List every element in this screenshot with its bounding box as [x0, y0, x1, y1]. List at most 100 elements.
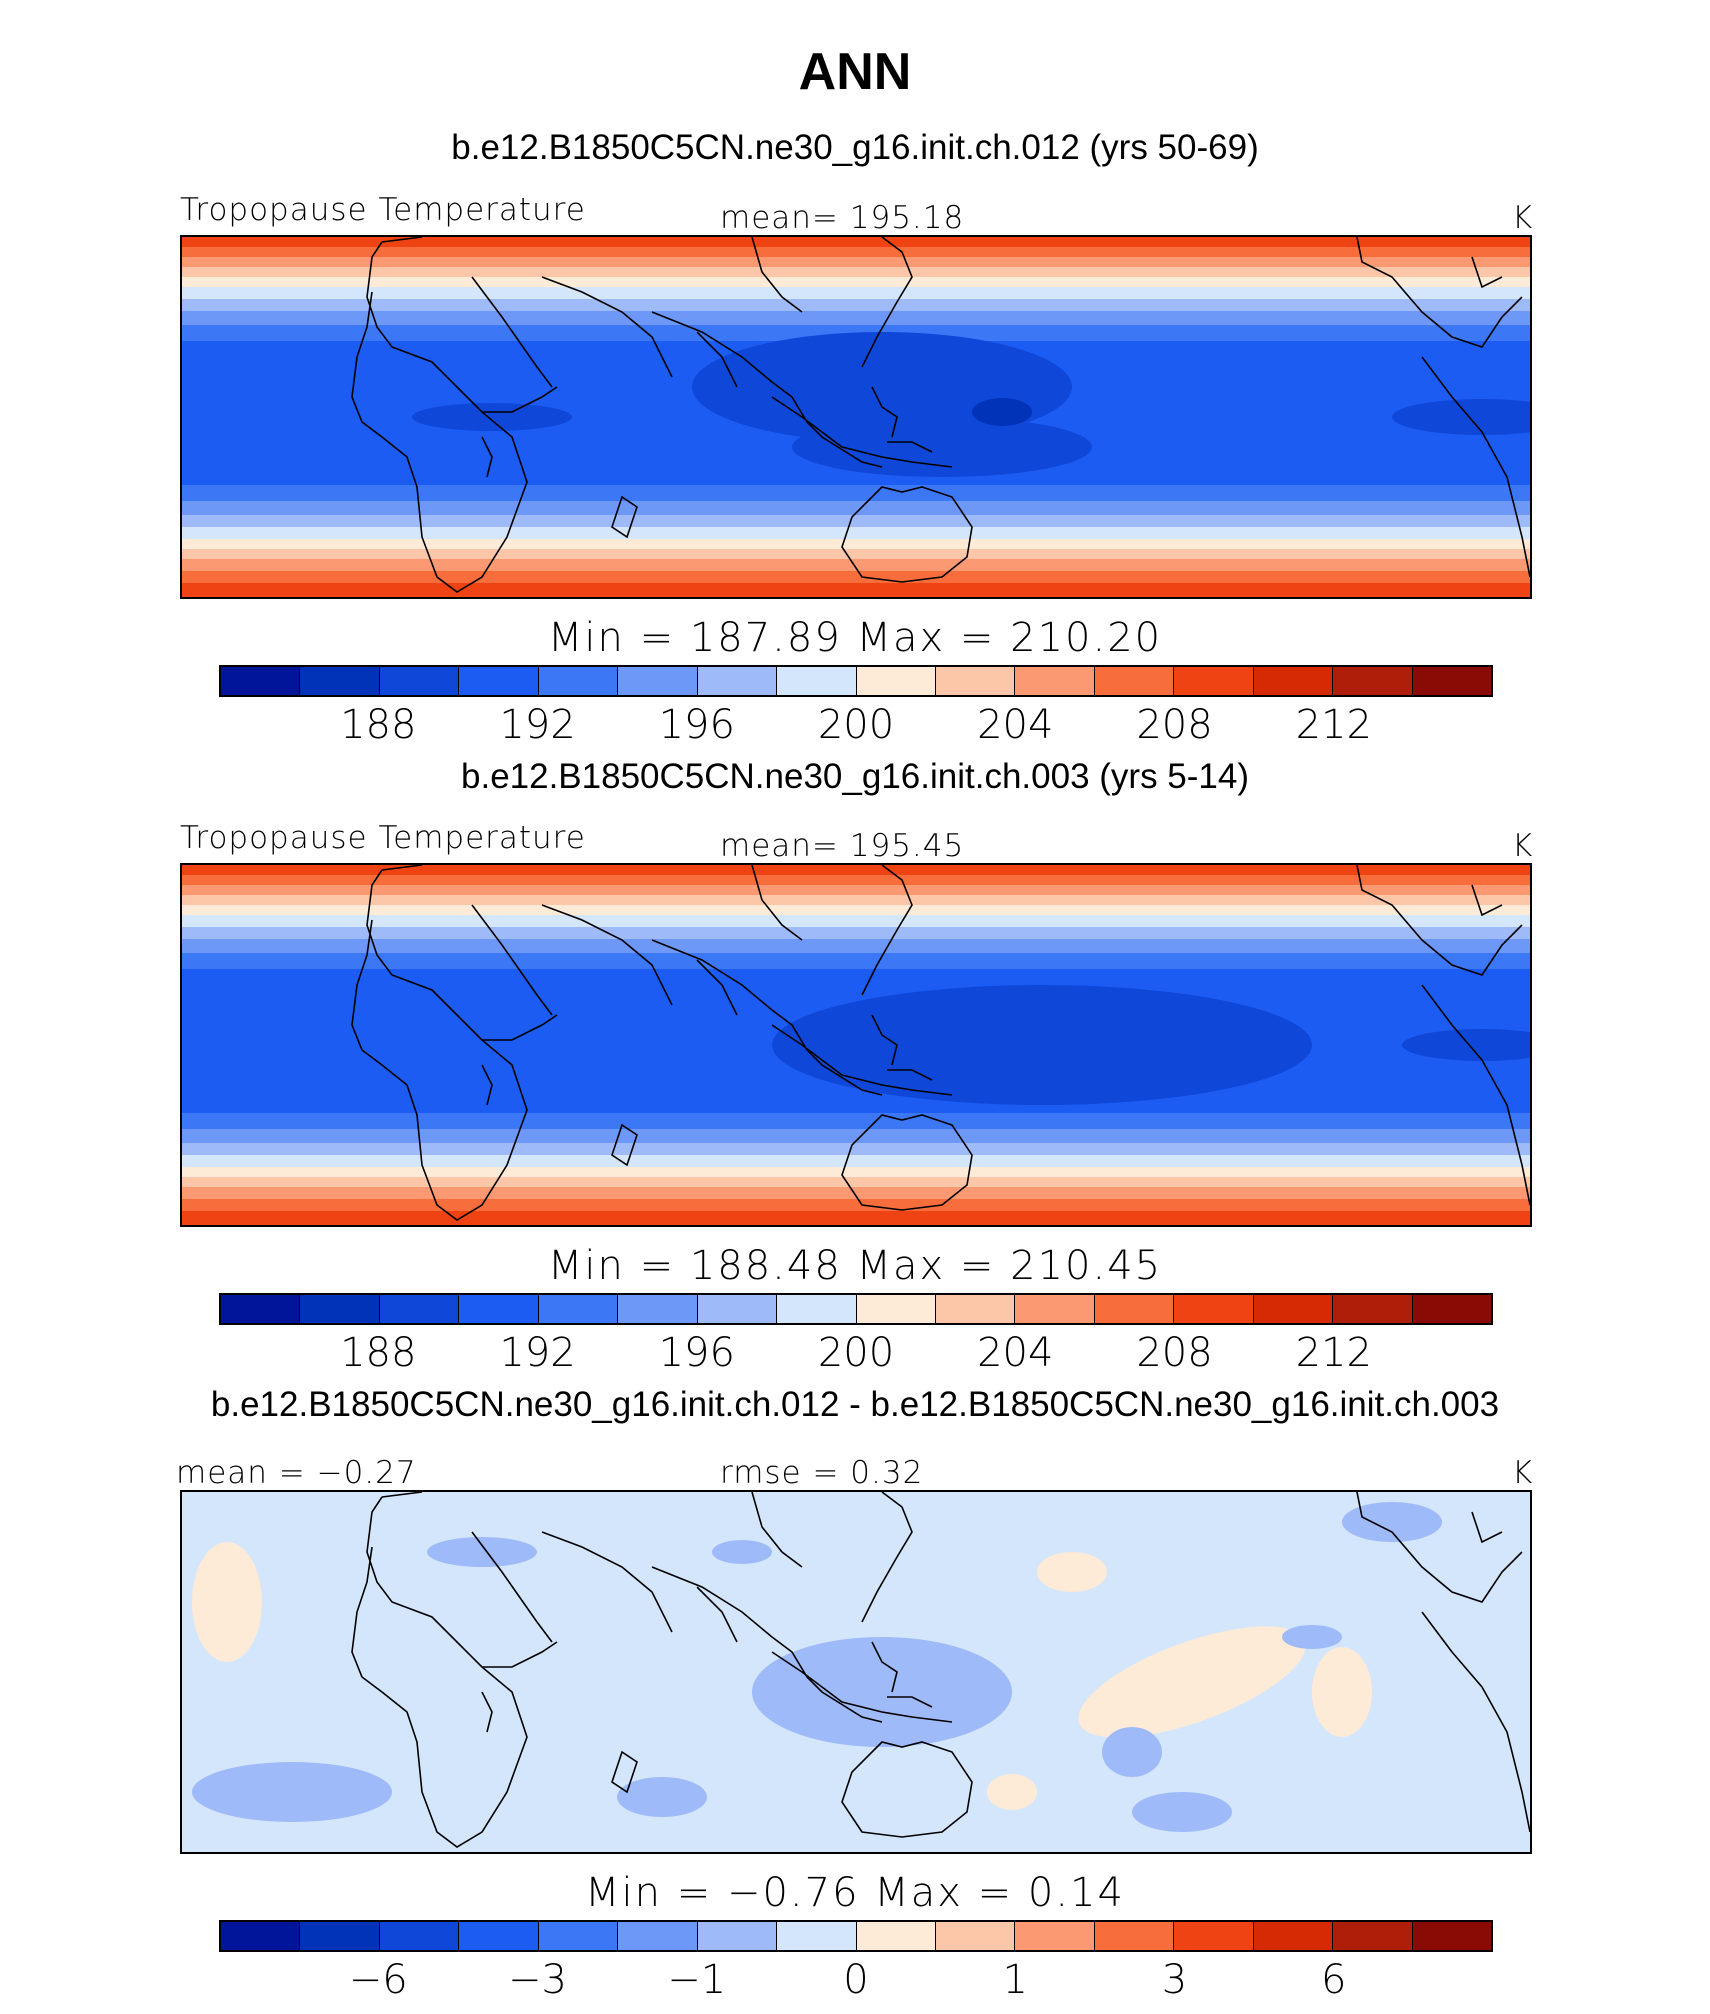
colorbar-swatch	[1253, 667, 1334, 695]
colorbar-swatch	[1094, 1922, 1175, 1950]
colorbar-tick-label: 192	[499, 1330, 576, 1376]
colorbar-swatch	[379, 1922, 460, 1950]
colorbar-swatch	[697, 1922, 778, 1950]
colorbar-swatch	[1015, 667, 1095, 695]
panel-3-case-title: b.e12.B1850C5CN.ne30_g16.init.ch.012 - b…	[210, 1385, 1500, 1424]
colorbar-swatch	[459, 1295, 539, 1323]
panel-3-rmse-label: rmse = 0.32	[720, 1455, 924, 1491]
panel-1-minmax-label: Min = 187.89 Max = 210.20	[547, 615, 1163, 661]
colorbar-swatch	[538, 1295, 619, 1323]
colorbar-swatch	[935, 667, 1016, 695]
colorbar-tick-label: 212	[1295, 702, 1372, 748]
colorbar-swatch	[300, 1295, 380, 1323]
colorbar-swatch	[618, 1922, 698, 1950]
plot-title: ANN	[798, 43, 912, 101]
colorbar-swatch	[777, 667, 857, 695]
colorbar-swatch	[1412, 667, 1491, 695]
panel-2-colorbar-ticks: 188 192 196 200 204 208 212	[0, 1330, 1710, 1380]
colorbar-tick-label: 208	[1136, 1330, 1213, 1376]
panel-1-map	[180, 235, 1532, 599]
colorbar-swatch	[856, 1295, 936, 1323]
colorbar-tick-label: 0	[843, 1957, 869, 2003]
panel-2-mean-label: mean= 195.45	[720, 828, 965, 864]
colorbar-swatch	[459, 1922, 539, 1950]
panel-2-minmax-label: Min = 188.48 Max = 210.45	[547, 1243, 1163, 1289]
colorbar-tick-label: 200	[817, 1330, 895, 1376]
colorbar-tick-label: −1	[667, 1957, 727, 2003]
panel-2-temperature-bands	[182, 865, 1530, 1225]
panel-3-colorbar-ticks: −6 −3 −1 0 1 3 6	[0, 1957, 1710, 2007]
colorbar-tick-label: 200	[817, 702, 895, 748]
panel-1-coastlines	[351, 237, 1530, 593]
colorbar-swatch	[935, 1922, 1016, 1950]
colorbar-swatch	[459, 667, 539, 695]
colorbar-swatch	[1174, 1922, 1254, 1950]
colorbar-swatch	[618, 1295, 698, 1323]
panel-3-colorbar	[219, 1920, 1493, 1952]
panel-1-units-label: K	[1512, 200, 1534, 236]
colorbar-swatch	[1015, 1922, 1095, 1950]
colorbar-swatch	[1333, 1922, 1413, 1950]
colorbar-tick-label: 188	[340, 1330, 417, 1376]
colorbar-swatch	[1333, 667, 1413, 695]
colorbar-swatch	[856, 667, 936, 695]
colorbar-swatch	[777, 1922, 857, 1950]
colorbar-swatch	[1015, 1295, 1095, 1323]
panel-1-mean-label: mean= 195.18	[720, 200, 965, 236]
panel-2-case-title: b.e12.B1850C5CN.ne30_g16.init.ch.003 (yr…	[461, 757, 1249, 796]
colorbar-swatch	[538, 667, 619, 695]
colorbar-tick-label: 1	[1002, 1957, 1028, 2003]
colorbar-tick-label: 192	[499, 702, 576, 748]
colorbar-swatch	[379, 667, 460, 695]
colorbar-swatch	[538, 1922, 619, 1950]
colorbar-swatch	[777, 1295, 857, 1323]
panel-2-variable-label: Tropopause Temperature	[180, 820, 586, 856]
colorbar-tick-label: 3	[1161, 1957, 1188, 2003]
colorbar-swatch	[1253, 1295, 1334, 1323]
panel-1-colorbar-ticks: 188 192 196 200 204 208 212	[0, 702, 1710, 752]
colorbar-tick-label: 204	[977, 1330, 1054, 1376]
colorbar-swatch	[697, 1295, 778, 1323]
colorbar-swatch	[935, 1295, 1016, 1323]
panel-3-difference-field	[182, 1492, 1530, 1852]
panel-1-case-title: b.e12.B1850C5CN.ne30_g16.init.ch.012 (yr…	[451, 128, 1259, 167]
colorbar-swatch	[221, 1295, 301, 1323]
panel-2-map	[180, 863, 1532, 1227]
colorbar-swatch	[1412, 1922, 1491, 1950]
colorbar-swatch	[618, 667, 698, 695]
panel-1-temperature-bands	[182, 237, 1530, 597]
colorbar-swatch	[697, 667, 778, 695]
colorbar-swatch	[379, 1295, 460, 1323]
colorbar-tick-label: 212	[1295, 1330, 1372, 1376]
colorbar-swatch	[1412, 1295, 1491, 1323]
colorbar-tick-label: 6	[1321, 1957, 1347, 2003]
panel-1-variable-label: Tropopause Temperature	[180, 192, 586, 228]
colorbar-tick-label: 204	[977, 702, 1054, 748]
colorbar-tick-label: −3	[508, 1957, 567, 2003]
colorbar-swatch	[856, 1922, 936, 1950]
colorbar-tick-label: 188	[340, 702, 417, 748]
colorbar-swatch	[1094, 667, 1175, 695]
colorbar-swatch	[300, 667, 380, 695]
colorbar-swatch	[1174, 667, 1254, 695]
colorbar-swatch	[221, 1922, 301, 1950]
panel-1-colorbar	[219, 665, 1493, 697]
colorbar-tick-label: 196	[658, 1330, 735, 1376]
panel-3-map	[180, 1490, 1532, 1854]
colorbar-tick-label: 196	[658, 702, 735, 748]
colorbar-swatch	[1333, 1295, 1413, 1323]
colorbar-swatch	[221, 667, 301, 695]
panel-2-colorbar	[219, 1293, 1493, 1325]
colorbar-tick-label: 208	[1136, 702, 1213, 748]
panel-3-coastlines	[351, 1492, 1530, 1848]
panel-2-coastlines	[351, 865, 1530, 1221]
panel-3-units-label: K	[1512, 1455, 1534, 1491]
panel-3-mean-label: mean = −0.27	[176, 1455, 417, 1491]
colorbar-swatch	[1253, 1922, 1334, 1950]
colorbar-swatch	[1094, 1295, 1175, 1323]
panel-3-minmax-label: Min = −0.76 Max = 0.14	[585, 1870, 1125, 1916]
colorbar-tick-label: −6	[348, 1957, 408, 2003]
colorbar-swatch	[1174, 1295, 1254, 1323]
colorbar-swatch	[300, 1922, 380, 1950]
panel-2-units-label: K	[1512, 828, 1534, 864]
